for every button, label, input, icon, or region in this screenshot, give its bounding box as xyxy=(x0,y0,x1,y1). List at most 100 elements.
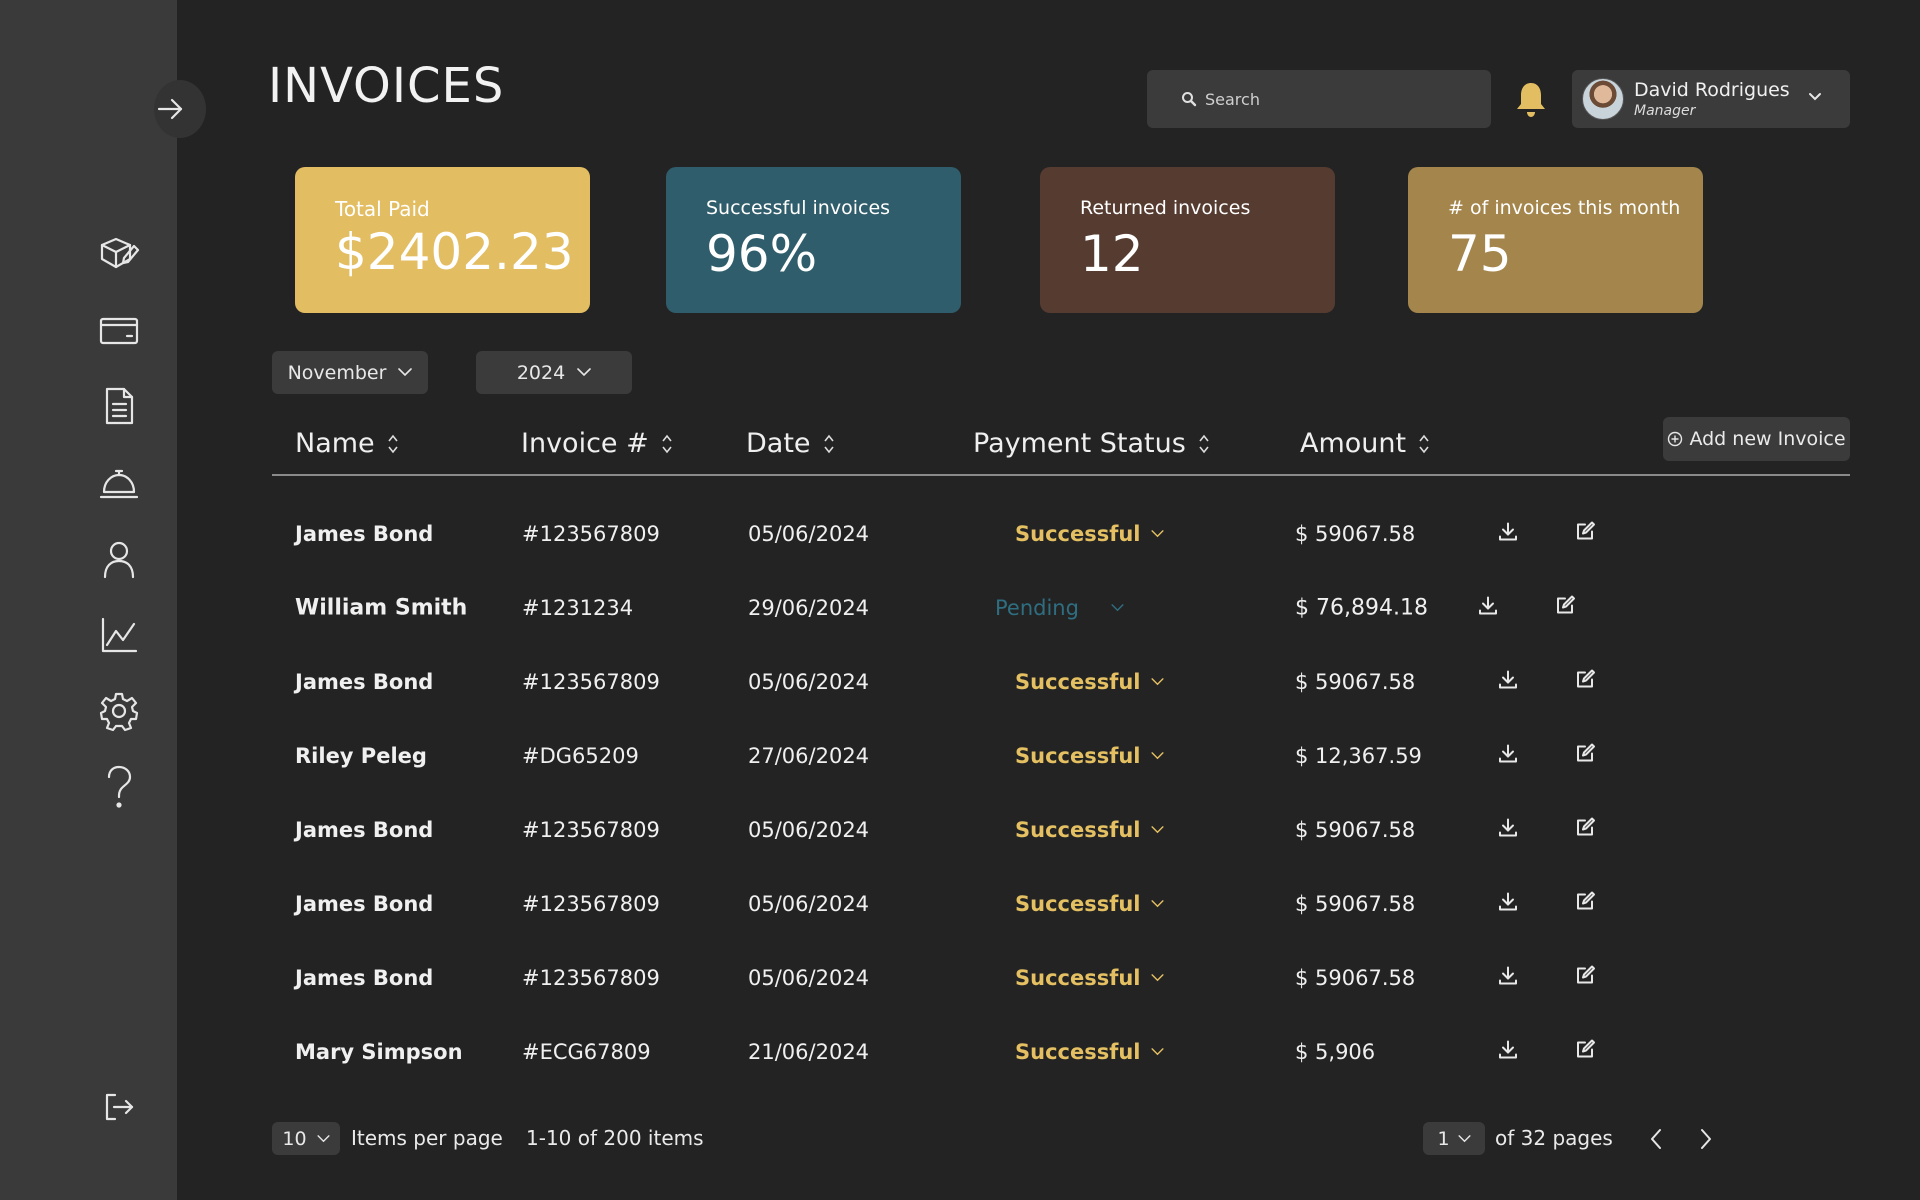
invoice-customer-name: James Bond xyxy=(295,892,434,916)
invoice-date: 05/06/2024 xyxy=(748,818,870,842)
invoice-amount: $ 59067.58 xyxy=(1295,818,1416,842)
payment-status-value: Pending xyxy=(995,596,1079,620)
search-icon xyxy=(1182,92,1197,107)
edit-icon[interactable] xyxy=(1574,965,1596,992)
invoice-number: #DG65209 xyxy=(522,744,639,768)
download-icon[interactable] xyxy=(1497,891,1519,918)
page-number-select[interactable]: 1 xyxy=(1423,1122,1485,1155)
chart-icon[interactable] xyxy=(96,612,142,658)
package-icon[interactable] xyxy=(96,232,142,278)
payment-status-value: Successful xyxy=(1015,892,1141,916)
table-row: James Bond #123567809 05/06/2024 Successful… xyxy=(0,645,1920,719)
help-icon[interactable] xyxy=(96,764,142,810)
sort-icon xyxy=(823,434,834,453)
edit-icon[interactable] xyxy=(1554,595,1576,622)
sidebar xyxy=(0,0,177,1200)
column-header-date[interactable]: Date xyxy=(746,428,835,459)
payment-status-select[interactable]: Successful xyxy=(1015,1040,1164,1064)
invoice-customer-name: William Smith xyxy=(295,595,468,621)
invoice-customer-name: James Bond xyxy=(295,522,434,546)
credit-card-icon[interactable] xyxy=(96,308,142,354)
chevron-down-icon xyxy=(1150,530,1164,538)
logout-icon[interactable] xyxy=(96,1084,142,1130)
payment-status-select[interactable]: Successful xyxy=(1015,744,1164,768)
chevron-down-icon xyxy=(1150,900,1164,908)
search-input[interactable] xyxy=(1205,89,1465,109)
chevron-down-icon xyxy=(1150,678,1164,686)
column-header-name[interactable]: Name xyxy=(295,428,399,459)
items-per-page-select[interactable]: 10 xyxy=(272,1122,340,1155)
download-icon[interactable] xyxy=(1497,817,1519,844)
stat-card-successful-invoices: Successful invoices 96% xyxy=(666,167,961,313)
column-header-amount[interactable]: Amount xyxy=(1300,428,1430,459)
invoice-number: #1231234 xyxy=(522,596,634,620)
table-row: James Bond #123567809 05/06/2024 Successful… xyxy=(0,497,1920,571)
sort-icon xyxy=(1419,434,1429,453)
edit-icon[interactable] xyxy=(1574,521,1596,548)
download-icon[interactable] xyxy=(1497,669,1519,696)
user-menu[interactable]: David Rodrigues Manager xyxy=(1572,70,1850,128)
edit-icon[interactable] xyxy=(1574,817,1596,844)
chevron-down-icon xyxy=(577,368,591,377)
invoice-number: #123567809 xyxy=(522,522,660,546)
sort-icon xyxy=(388,434,398,453)
payment-status-select[interactable]: Successful xyxy=(1015,892,1164,916)
chevron-right-icon xyxy=(1701,1129,1711,1149)
stat-value: 75 xyxy=(1448,225,1512,283)
download-icon[interactable] xyxy=(1497,1039,1519,1066)
payment-status-select[interactable]: Successful xyxy=(1015,670,1164,694)
table-row: James Bond #123567809 05/06/2024 Successful… xyxy=(0,941,1920,1015)
column-header-payment-status[interactable]: Payment Status xyxy=(973,428,1210,459)
next-page-button[interactable] xyxy=(1691,1124,1721,1154)
payment-status-select[interactable]: Successful xyxy=(1015,966,1164,990)
user-role: Manager xyxy=(1634,103,1696,119)
stat-label: Successful invoices xyxy=(706,197,891,219)
payment-status-value: Successful xyxy=(1015,1040,1141,1064)
document-icon[interactable] xyxy=(96,383,142,429)
stat-label: # of invoices this month xyxy=(1448,197,1681,219)
edit-icon[interactable] xyxy=(1574,669,1596,696)
invoice-number: #123567809 xyxy=(522,892,660,916)
search-box[interactable] xyxy=(1147,70,1491,128)
edit-icon[interactable] xyxy=(1574,891,1596,918)
stat-card-returned-invoices: Returned invoices 12 xyxy=(1040,167,1335,313)
invoice-amount: $ 59067.58 xyxy=(1295,522,1416,546)
notification-bell-icon[interactable] xyxy=(1515,80,1547,118)
stat-card-total-paid: Total Paid $2402.23 xyxy=(295,167,590,313)
payment-status-select[interactable]: Successful xyxy=(1015,522,1164,546)
user-icon[interactable] xyxy=(96,536,142,582)
download-icon[interactable] xyxy=(1497,743,1519,770)
year-select-value: 2024 xyxy=(516,361,566,384)
invoice-number: #ECG67809 xyxy=(522,1040,651,1064)
settings-icon[interactable] xyxy=(96,688,142,734)
add-invoice-button[interactable]: Add new Invoice xyxy=(1663,417,1850,461)
column-header-invoice[interactable]: Invoice # xyxy=(521,428,673,459)
payment-status-select[interactable]: Pending xyxy=(995,596,1124,620)
previous-page-button[interactable] xyxy=(1641,1124,1671,1154)
column-header-label: Invoice # xyxy=(521,428,649,459)
payment-status-select[interactable]: Successful xyxy=(1015,818,1164,842)
chevron-down-icon xyxy=(317,1134,330,1142)
month-select[interactable]: November xyxy=(272,351,428,394)
table-row: Mary Simpson #ECG67809 21/06/2024 Successfu… xyxy=(0,1015,1920,1089)
edit-icon[interactable] xyxy=(1574,743,1596,770)
table-row: James Bond #123567809 05/06/2024 Successful… xyxy=(0,793,1920,867)
service-bell-icon[interactable] xyxy=(96,460,142,506)
column-header-label: Payment Status xyxy=(973,428,1186,459)
table-row: William Smith #1231234 29/06/2024 Pending $ … xyxy=(0,571,1920,645)
invoice-date: 05/06/2024 xyxy=(748,670,870,694)
invoice-customer-name: James Bond xyxy=(295,966,434,990)
download-icon[interactable] xyxy=(1497,965,1519,992)
payment-status-value: Successful xyxy=(1015,818,1141,842)
year-select[interactable]: 2024 xyxy=(476,351,632,394)
invoice-amount: $ 5,906 xyxy=(1295,1040,1376,1064)
invoice-date: 27/06/2024 xyxy=(748,744,870,768)
chevron-down-icon xyxy=(1150,1048,1164,1056)
payment-status-value: Successful xyxy=(1015,966,1141,990)
download-icon[interactable] xyxy=(1497,521,1519,548)
total-pages-text: of 32 pages xyxy=(1495,1126,1613,1150)
edit-icon[interactable] xyxy=(1574,1039,1596,1066)
chevron-left-icon xyxy=(1651,1129,1661,1149)
download-icon[interactable] xyxy=(1477,595,1499,622)
sidebar-toggle-button[interactable] xyxy=(154,80,206,138)
